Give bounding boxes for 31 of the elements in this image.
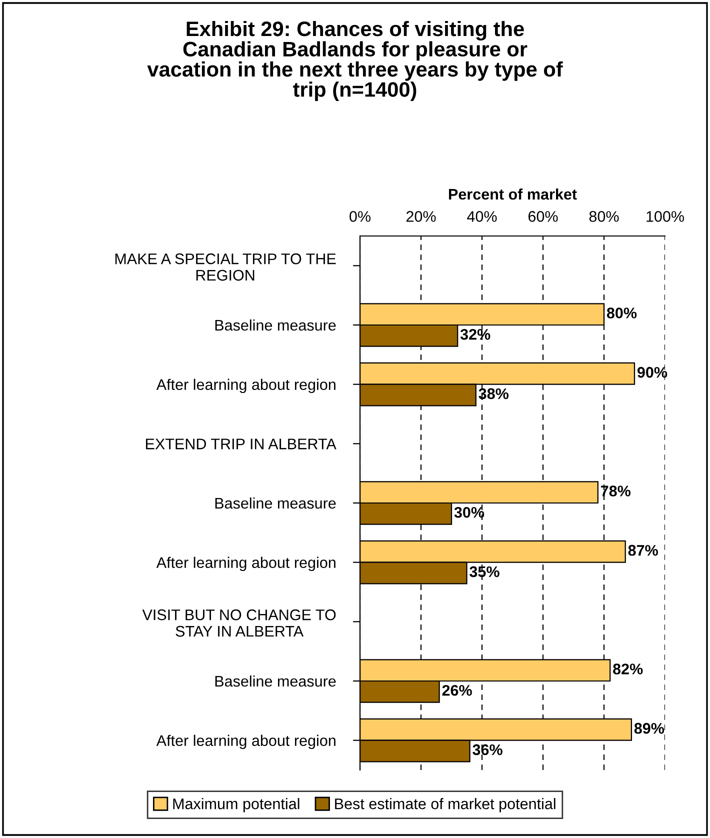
y-tick-label: Baseline measure — [215, 675, 336, 687]
x-tick-label: 60% — [528, 211, 558, 222]
data-label: 87% — [628, 544, 658, 556]
x-tick-label: 40% — [467, 211, 497, 222]
y-tick-label: VISIT BUT NO CHANGE TO STAY IN ALBERTA — [142, 609, 336, 637]
y-tick-label: Baseline measure — [215, 319, 336, 331]
y-tick-label: After learning about region — [156, 734, 336, 750]
y-tick-label: MAKE A SPECIAL TRIP TO THE REGION — [115, 253, 336, 281]
chart-title: Exhibit 29: Chances of visiting the Canadian Badlands for pleasure or vacation in the next three years by type of trip (n=1400) — [147, 20, 563, 101]
data-label: 26% — [442, 684, 472, 696]
y-tick-label: EXTEND TRIP IN ALBERTA — [146, 438, 336, 450]
y-tick-label: After learning about region — [156, 556, 336, 572]
data-label: 35% — [470, 566, 500, 578]
x-axis-title: Percent of market — [448, 188, 577, 200]
data-label: 30% — [454, 506, 484, 518]
data-label: 32% — [460, 328, 490, 340]
legend-label: Best estimate of market potential — [335, 798, 556, 812]
y-tick-label: Baseline measure — [215, 497, 336, 509]
legend-label: Maximum potential — [173, 798, 300, 812]
data-label: 82% — [613, 664, 643, 674]
data-label: 36% — [472, 744, 502, 756]
data-label: 38% — [478, 388, 509, 400]
x-tick-label: 100% — [646, 211, 684, 222]
x-tick-label: 20% — [406, 211, 436, 222]
data-label: 90% — [637, 366, 668, 378]
data-label: 78% — [600, 486, 631, 496]
y-tick-label: After learning about region — [156, 378, 336, 394]
data-label: 80% — [606, 308, 637, 318]
data-label: 89% — [634, 722, 664, 734]
x-tick-label: 0% — [350, 211, 370, 222]
x-tick-label: 80% — [589, 211, 619, 222]
